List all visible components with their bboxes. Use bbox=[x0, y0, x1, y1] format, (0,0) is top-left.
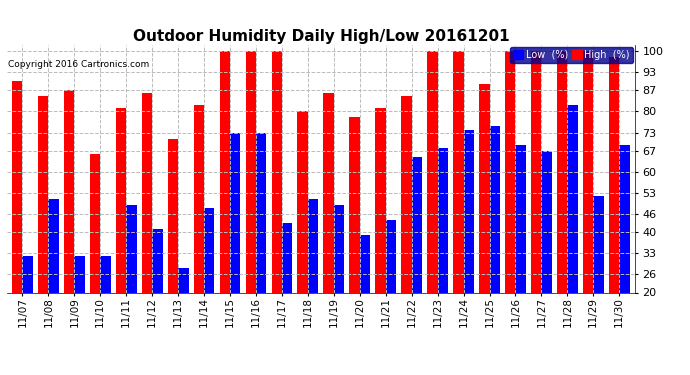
Bar bbox=[386, 220, 396, 353]
Bar bbox=[75, 256, 85, 353]
Bar bbox=[178, 268, 188, 353]
Bar bbox=[204, 208, 215, 353]
Bar bbox=[583, 51, 593, 353]
Bar bbox=[375, 108, 386, 353]
Bar bbox=[334, 205, 344, 353]
Bar bbox=[505, 51, 515, 353]
Bar bbox=[297, 111, 308, 353]
Bar bbox=[246, 51, 256, 353]
Text: Copyright 2016 Cartronics.com: Copyright 2016 Cartronics.com bbox=[8, 60, 150, 69]
Bar bbox=[412, 157, 422, 353]
Bar bbox=[297, 111, 308, 353]
Bar bbox=[427, 51, 437, 353]
Bar bbox=[48, 199, 59, 353]
Bar bbox=[402, 96, 412, 353]
Bar bbox=[246, 51, 256, 353]
Bar bbox=[168, 139, 178, 353]
Bar bbox=[479, 84, 489, 353]
Bar bbox=[64, 90, 75, 353]
Bar bbox=[168, 139, 178, 353]
Bar bbox=[567, 105, 578, 353]
Bar bbox=[464, 129, 474, 353]
Bar bbox=[453, 51, 464, 353]
Bar bbox=[489, 126, 500, 353]
Bar bbox=[178, 268, 188, 353]
Bar bbox=[126, 205, 137, 353]
Bar bbox=[100, 256, 110, 353]
Bar bbox=[437, 148, 448, 353]
Bar bbox=[479, 84, 489, 353]
Bar bbox=[609, 57, 619, 353]
Bar bbox=[64, 90, 75, 353]
Title: Outdoor Humidity Daily High/Low 20161201: Outdoor Humidity Daily High/Low 20161201 bbox=[132, 29, 509, 44]
Bar bbox=[194, 105, 204, 353]
Bar bbox=[531, 51, 542, 353]
Bar bbox=[282, 223, 293, 353]
Legend: Low  (%), High  (%): Low (%), High (%) bbox=[510, 47, 633, 63]
Bar bbox=[38, 96, 48, 353]
Bar bbox=[437, 148, 448, 353]
Bar bbox=[386, 220, 396, 353]
Bar bbox=[349, 117, 359, 353]
Bar bbox=[75, 256, 85, 353]
Bar bbox=[557, 51, 567, 353]
Bar bbox=[427, 51, 437, 353]
Bar bbox=[619, 145, 629, 353]
Bar bbox=[12, 81, 23, 353]
Bar bbox=[90, 154, 100, 353]
Bar bbox=[593, 196, 604, 353]
Bar bbox=[142, 93, 152, 353]
Bar bbox=[583, 51, 593, 353]
Bar bbox=[308, 199, 318, 353]
Bar bbox=[230, 132, 240, 353]
Bar bbox=[272, 51, 282, 353]
Bar bbox=[505, 51, 515, 353]
Bar bbox=[152, 229, 163, 353]
Bar bbox=[489, 126, 500, 353]
Bar bbox=[412, 157, 422, 353]
Bar bbox=[116, 108, 126, 353]
Bar bbox=[464, 129, 474, 353]
Bar bbox=[204, 208, 215, 353]
Bar bbox=[142, 93, 152, 353]
Bar bbox=[116, 108, 126, 353]
Bar bbox=[542, 151, 552, 353]
Bar bbox=[557, 51, 567, 353]
Bar bbox=[194, 105, 204, 353]
Bar bbox=[515, 145, 526, 353]
Bar bbox=[542, 151, 552, 353]
Bar bbox=[453, 51, 464, 353]
Bar bbox=[152, 229, 163, 353]
Bar bbox=[619, 145, 629, 353]
Bar bbox=[23, 256, 33, 353]
Bar bbox=[593, 196, 604, 353]
Bar bbox=[256, 132, 266, 353]
Bar bbox=[90, 154, 100, 353]
Bar bbox=[515, 145, 526, 353]
Bar bbox=[349, 117, 359, 353]
Bar bbox=[219, 51, 230, 353]
Bar bbox=[282, 223, 293, 353]
Bar bbox=[334, 205, 344, 353]
Bar bbox=[219, 51, 230, 353]
Bar bbox=[324, 93, 334, 353]
Bar bbox=[256, 132, 266, 353]
Bar bbox=[48, 199, 59, 353]
Bar bbox=[359, 235, 370, 353]
Bar bbox=[359, 235, 370, 353]
Bar bbox=[23, 256, 33, 353]
Bar bbox=[324, 93, 334, 353]
Bar bbox=[402, 96, 412, 353]
Bar bbox=[609, 57, 619, 353]
Bar bbox=[100, 256, 110, 353]
Bar bbox=[38, 96, 48, 353]
Bar bbox=[567, 105, 578, 353]
Bar bbox=[126, 205, 137, 353]
Bar bbox=[308, 199, 318, 353]
Bar bbox=[12, 81, 23, 353]
Bar bbox=[531, 51, 542, 353]
Bar bbox=[272, 51, 282, 353]
Bar bbox=[230, 132, 240, 353]
Bar bbox=[375, 108, 386, 353]
